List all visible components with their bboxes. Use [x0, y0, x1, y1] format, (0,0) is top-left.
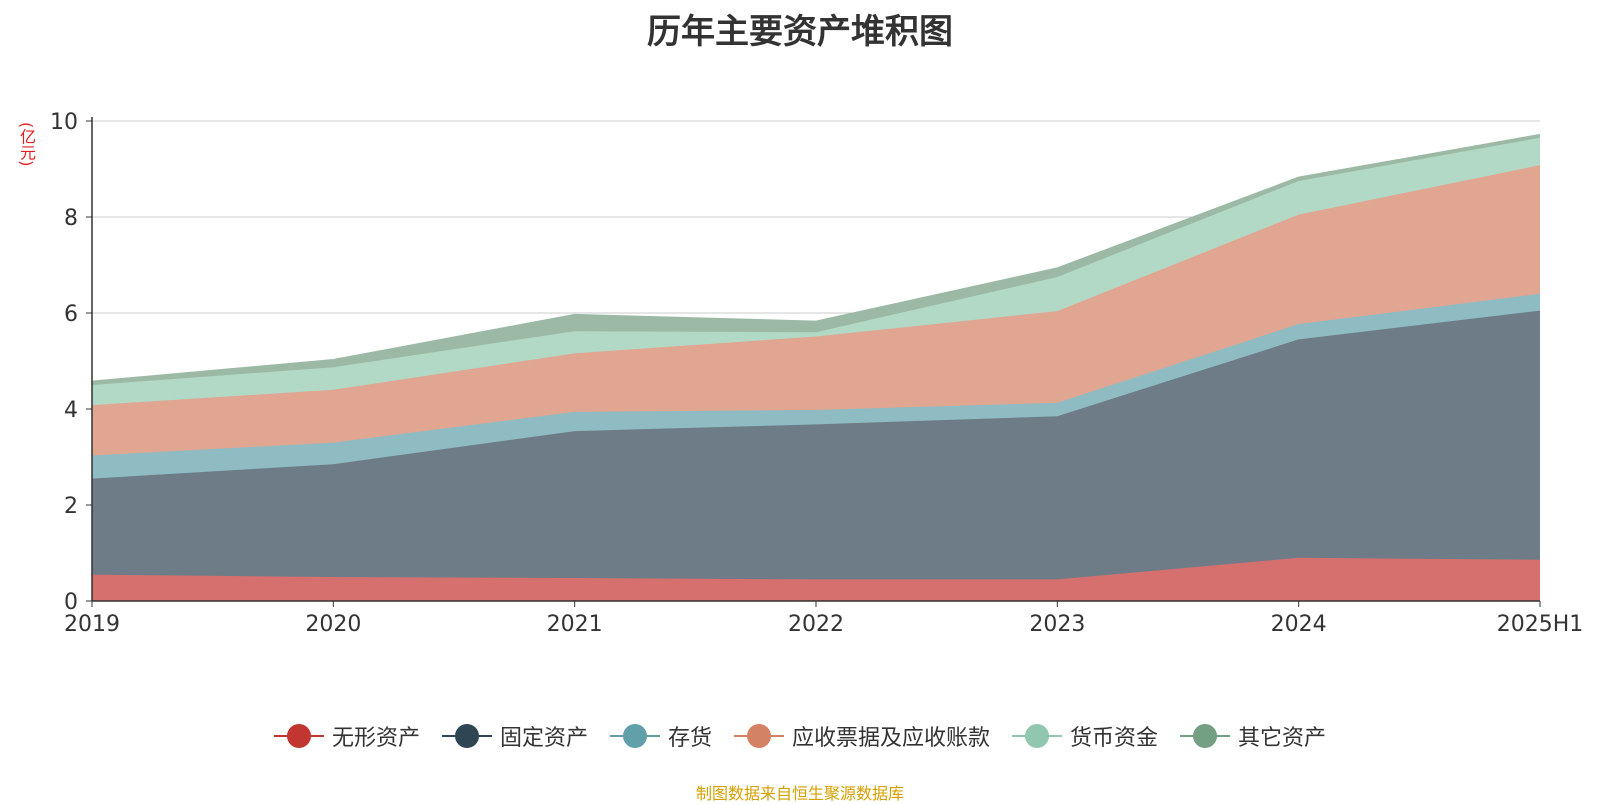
- legend-marker: [734, 723, 784, 749]
- legend-marker: [273, 723, 324, 749]
- legend-item-3[interactable]: 应收票据及应收账款: [734, 720, 990, 752]
- chart-title: 历年主要资产堆积图: [647, 12, 953, 52]
- x-tick-label: 2020: [305, 612, 361, 637]
- legend-label: 货币资金: [1070, 726, 1159, 751]
- y-tick-label: 10: [50, 110, 78, 135]
- legend-item-1[interactable]: 固定资产: [441, 720, 588, 752]
- y-tick-label: 8: [64, 206, 78, 231]
- area-series-2: [92, 293, 1540, 479]
- x-tick-label: 2024: [1271, 612, 1327, 637]
- legend: 无形资产 固定资产 存货 应收票据及应收账款 货币资金 其它资产: [0, 720, 1600, 752]
- area-series-3: [92, 165, 1540, 456]
- legend-item-5[interactable]: 其它资产: [1180, 720, 1326, 752]
- x-tick-label: 2021: [547, 612, 603, 637]
- x-tick-label: 2025H1: [1497, 612, 1584, 637]
- x-tick-label: 2022: [788, 612, 844, 637]
- legend-item-4[interactable]: 货币资金: [1012, 720, 1158, 752]
- y-tick-label: 6: [64, 302, 78, 327]
- legend-marker: [1180, 723, 1231, 749]
- legend-label: 固定资产: [499, 726, 588, 751]
- line-series-5: [91, 133, 1541, 383]
- y-tick-label: 4: [64, 398, 78, 423]
- legend-item-0[interactable]: 无形资产: [273, 720, 420, 752]
- legend-marker: [441, 723, 492, 749]
- legend-marker: [1012, 723, 1063, 749]
- source-note: 制图数据来自恒生聚源数据库: [695, 784, 904, 803]
- legend-item-2[interactable]: 存货: [609, 720, 712, 752]
- y-tick-label: 0: [64, 590, 78, 615]
- legend-label: 其它资产: [1238, 726, 1327, 751]
- x-tick-label: 2019: [64, 612, 120, 637]
- legend-marker: [609, 723, 660, 749]
- legend-label: 存货: [667, 726, 712, 751]
- legend-label: 应收票据及应收账款: [792, 726, 991, 751]
- x-tick-label: 2023: [1029, 612, 1085, 637]
- legend-label: 无形资产: [331, 726, 420, 751]
- y-axis-unit-label: (亿元): [17, 122, 36, 167]
- y-tick-label: 2: [64, 494, 78, 519]
